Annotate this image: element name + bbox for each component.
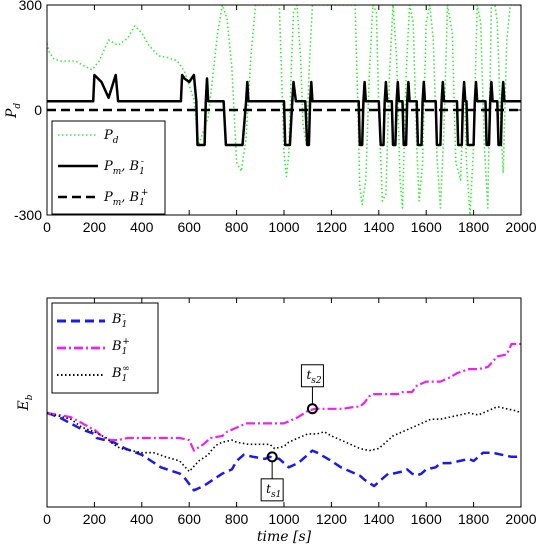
x-tick-label: 1600 <box>411 511 442 527</box>
x-tick-label: 1800 <box>458 219 489 235</box>
x-tick-label: 600 <box>178 511 202 527</box>
x-tick-label: 1000 <box>268 511 299 527</box>
y-tick-label: 300 <box>19 0 43 13</box>
series-line-1 <box>47 413 521 490</box>
y-tick-label: 0 <box>34 102 42 118</box>
x-tick-label: 1200 <box>316 219 347 235</box>
x-axis-label: time [s] <box>257 529 312 545</box>
x-tick-label: 2000 <box>505 511 536 527</box>
x-tick-label: 400 <box>130 219 154 235</box>
x-tick-label: 1800 <box>458 511 489 527</box>
x-tick-label: 0 <box>43 511 51 527</box>
bottom-chart-eb: 0 200 400 600 800 1000 1200 1400 1600 1800 2000 Eb t… <box>16 298 537 545</box>
y-tick-label: -300 <box>14 207 42 223</box>
x-tick-label: 800 <box>225 511 249 527</box>
y-axis-label: Eb <box>16 394 35 411</box>
x-tick-label: 1400 <box>363 511 394 527</box>
x-tick-label: 800 <box>225 219 249 235</box>
y-axis-label: Pd <box>4 103 23 119</box>
x-tick-label: 1400 <box>363 219 394 235</box>
x-tick-label: 1600 <box>411 219 442 235</box>
x-tick-label: 2000 <box>505 219 536 235</box>
x-tick-label: 200 <box>83 219 107 235</box>
x-tick-label: 1000 <box>268 219 299 235</box>
x-tick-label: 600 <box>178 219 202 235</box>
legend-bottom: B1-B1+B1∞ <box>52 303 158 393</box>
x-tick-label: 200 <box>83 511 107 527</box>
top-chart-pd: 0 200 400 600 800 1000 1200 1400 1600 1800 2000 300… <box>4 0 537 235</box>
x-tick-label: 400 <box>130 511 154 527</box>
x-tick-label: 1200 <box>316 511 347 527</box>
x-tick-label: 0 <box>43 219 51 235</box>
